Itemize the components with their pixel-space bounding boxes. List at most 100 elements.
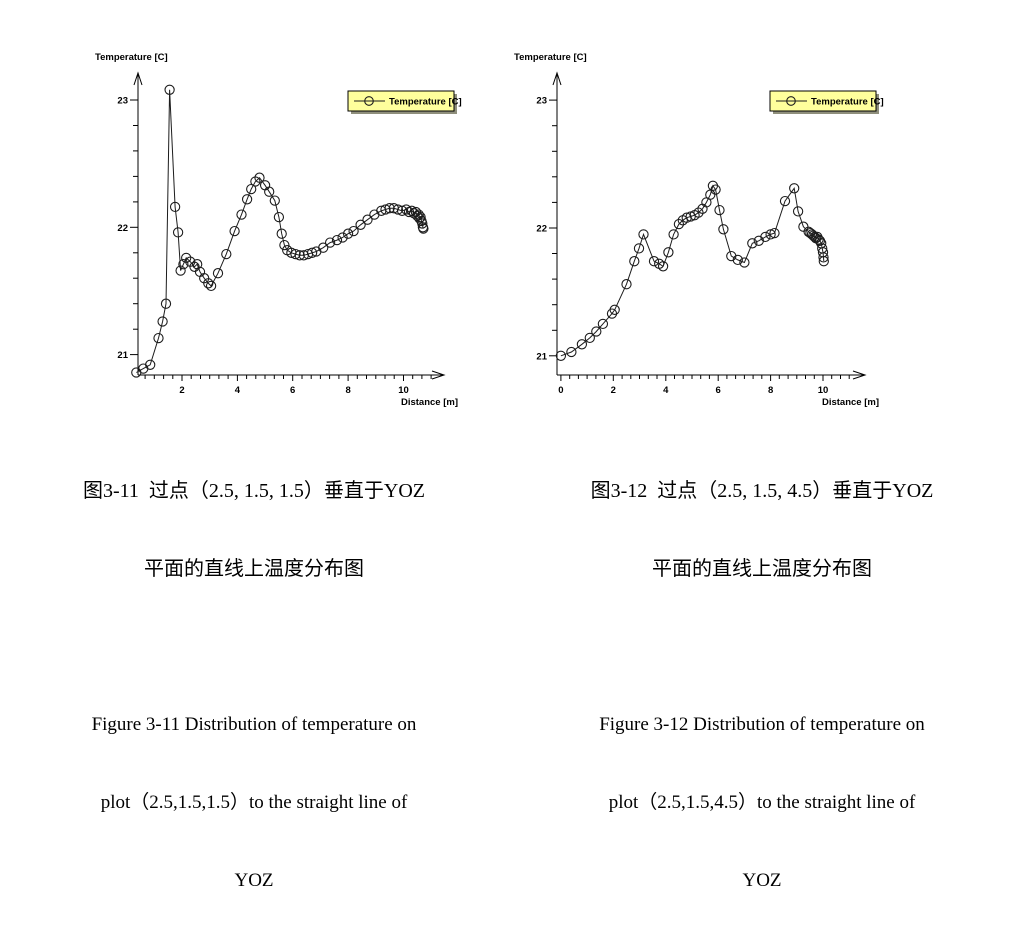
data-point-marker	[555, 350, 567, 361]
data-point-marker	[254, 172, 265, 183]
data-point-marker	[818, 252, 829, 263]
x-tick-label: 10	[818, 385, 829, 396]
x-tick-label: 4	[235, 385, 241, 396]
caption-line: 平面的直线上温度分布图	[144, 558, 364, 580]
data-point-marker	[294, 250, 305, 261]
legend-label: Temperature [C]	[811, 97, 884, 108]
data-point-marker	[418, 223, 429, 234]
data-point-marker	[808, 230, 819, 241]
data-point-marker	[246, 183, 257, 195]
data-point-marker	[153, 332, 164, 344]
data-point-marker	[806, 229, 818, 240]
data-point-marker	[229, 225, 240, 237]
caption-line: plot（2.5,1.5,1.5）to the straight line of	[100, 792, 408, 813]
data-point-marker	[413, 209, 424, 220]
y-tick-label: 22	[536, 224, 547, 235]
data-point-marker	[306, 247, 318, 258]
data-point-marker	[276, 228, 287, 239]
data-point-marker	[203, 278, 214, 289]
data-point-marker	[576, 339, 588, 350]
data-point-marker	[164, 84, 175, 95]
legend-marker-icon	[786, 96, 796, 106]
data-point-marker	[710, 184, 721, 195]
caption-chinese: 图3-12 过点（2.5, 1.5, 4.5）垂直于YOZ 平面的直线上温度分布…	[508, 426, 1016, 634]
temperature-distance-chart-3-12: 21 22 23 0 2 4 6 8 10 Temperature [C] Distance [m]…	[514, 52, 884, 408]
caption-line: 图3-12 过点（2.5, 1.5, 4.5）垂直于YOZ	[590, 480, 934, 502]
data-point-marker	[355, 219, 366, 230]
data-point-marker	[131, 367, 142, 378]
data-point-marker	[769, 227, 780, 239]
x-tick-label: 10	[398, 385, 409, 396]
data-point-marker	[714, 204, 725, 216]
x-tick-label: 8	[768, 385, 773, 396]
data-point-marker	[597, 318, 609, 330]
x-tick-label: 4	[663, 385, 669, 396]
data-point-marker	[818, 256, 829, 267]
data-point-marker	[279, 239, 290, 251]
y-axis-arrow-icon	[552, 71, 562, 86]
data-point-marker	[673, 218, 685, 230]
caption-chinese: 图3-11 过点（2.5, 1.5, 1.5）垂直于YOZ 平面的直线上温度分布…	[0, 426, 508, 634]
data-point-marker	[566, 346, 577, 358]
x-tick-label: 0	[558, 385, 563, 396]
legend-label: Temperature [C]	[389, 97, 462, 108]
data-point-marker	[331, 234, 343, 246]
y-tick-label: 21	[117, 350, 128, 361]
data-point-marker	[779, 195, 791, 207]
caption-line: 平面的直线上温度分布图	[652, 558, 872, 580]
data-point-marker	[414, 213, 425, 224]
data-point-marker	[212, 268, 224, 279]
data-point-marker	[739, 257, 750, 268]
data-point-marker	[633, 243, 645, 254]
temperature-series-line	[136, 89, 424, 373]
data-point-marker	[324, 237, 336, 248]
data-point-marker	[348, 225, 359, 237]
caption-line: Figure 3-12 Distribution of temperature …	[599, 714, 925, 735]
legend-marker-icon	[364, 96, 374, 106]
caption-english: Figure 3-11 Distribution of temperature …	[0, 660, 508, 946]
data-point-marker	[789, 183, 800, 194]
x-tick-label: 2	[179, 385, 184, 396]
caption-english: Figure 3-12 Distribution of temperature …	[508, 660, 1016, 946]
temperature-series-markers	[131, 84, 429, 378]
data-point-marker	[236, 209, 247, 220]
x-tick-label: 8	[345, 385, 350, 396]
caption-line: YOZ	[742, 870, 782, 891]
y-axis-title: Temperature [C]	[95, 52, 168, 63]
data-point-marker	[584, 332, 595, 344]
data-point-marker	[814, 235, 826, 246]
data-point-marker	[205, 280, 217, 292]
data-point-marker	[718, 224, 729, 235]
data-point-marker	[732, 254, 743, 266]
data-point-marker	[415, 211, 426, 223]
x-axis-title: Distance [m]	[822, 397, 879, 408]
data-point-marker	[342, 228, 354, 239]
y-axis-title: Temperature [C]	[514, 52, 587, 63]
data-point-marker	[172, 227, 184, 238]
data-point-marker	[760, 231, 771, 243]
legend-box	[769, 90, 877, 112]
figure-panel-3-12: 21 22 23 0 2 4 6 8 10 Temperature [C] Distance [m]…	[508, 0, 1016, 946]
data-point-marker	[648, 256, 660, 267]
data-point-marker	[221, 248, 232, 260]
x-axis-arrow-icon	[852, 370, 867, 380]
data-point-marker	[337, 232, 348, 243]
data-point-marker	[681, 212, 692, 223]
data-point-marker	[269, 195, 280, 206]
data-point-marker	[629, 256, 640, 267]
data-point-marker	[189, 261, 200, 272]
y-axis-arrow-icon	[133, 71, 143, 86]
data-point-marker	[169, 201, 181, 213]
data-point-marker	[668, 229, 679, 240]
caption-line: plot（2.5,1.5,4.5）to the straight line of	[608, 792, 916, 813]
caption-line: 图3-11 过点（2.5, 1.5, 1.5）垂直于YOZ	[82, 480, 426, 502]
y-tick-label: 22	[117, 223, 128, 234]
y-tick-label: 21	[536, 351, 547, 362]
data-point-marker	[747, 238, 758, 249]
data-point-marker	[160, 298, 172, 309]
data-point-marker	[417, 218, 428, 229]
legend-box	[347, 90, 455, 112]
x-axis-title: Distance [m]	[401, 397, 458, 408]
data-point-marker	[663, 247, 674, 258]
